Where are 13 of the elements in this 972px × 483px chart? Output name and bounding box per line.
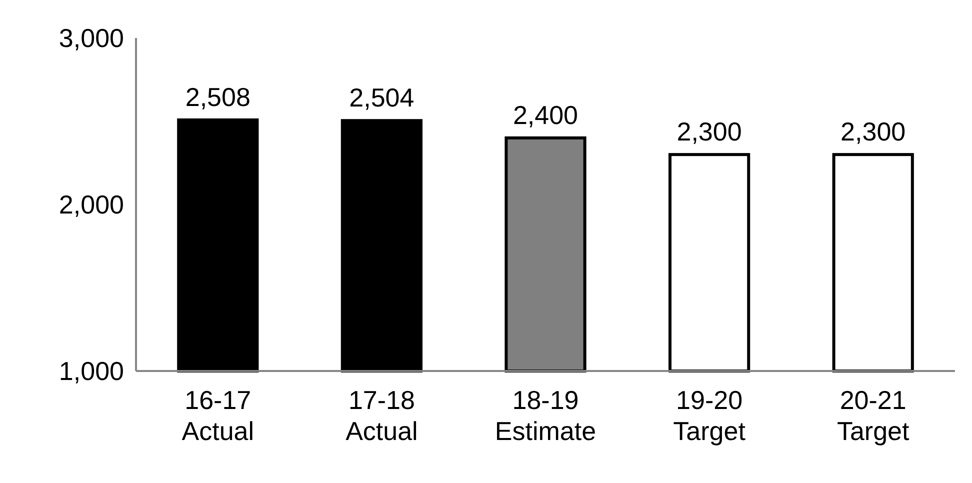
y-tick-label: 1,000 [58, 356, 124, 386]
x-tick-label: 19-20 Target [673, 385, 746, 446]
data-label: 2,400 [512, 100, 578, 130]
x-tick-label: 16-17 Actual [182, 385, 254, 446]
data-label: 2,300 [676, 116, 742, 147]
y-tick-label: 2,000 [58, 190, 124, 220]
x-tick-label: 18-19 Estimate [494, 385, 596, 446]
data-label: 2,508 [185, 82, 250, 112]
y-tick-label: 3,000 [58, 23, 124, 54]
x-tick-label: 20-21 Target [836, 385, 910, 446]
data-label: 2,504 [349, 82, 414, 113]
x-tick-label: 17-18 Actual [346, 385, 418, 446]
data-label: 2,300 [840, 116, 906, 147]
